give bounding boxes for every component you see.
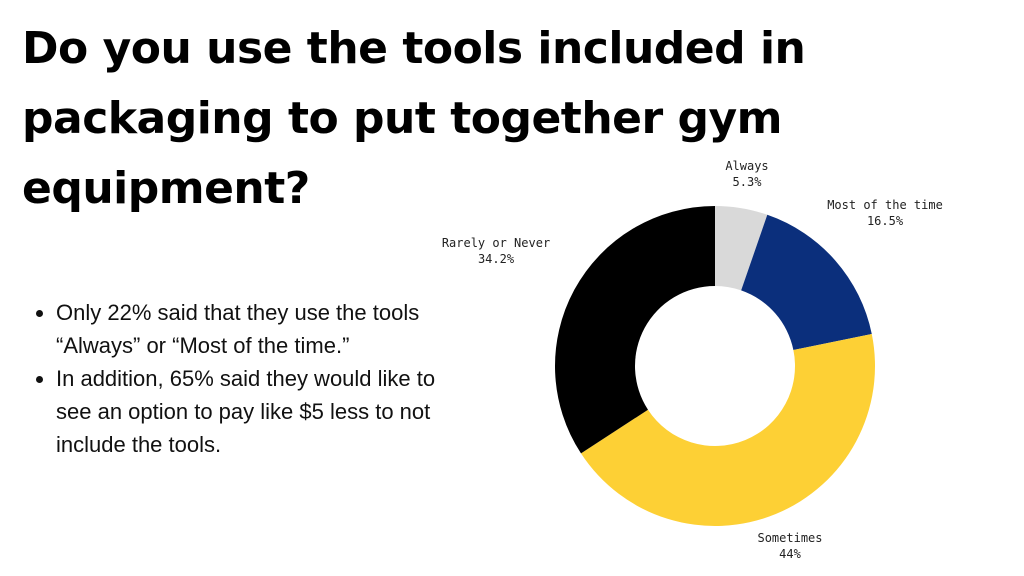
slice-value: 44% [779,547,801,561]
bullet-list: Only 22% said that they use the tools “A… [30,296,466,461]
slice-value: 16.5% [867,214,904,228]
slice-label: Always [725,159,768,173]
slice-label: Sometimes [757,531,822,545]
donut-slice [715,206,768,291]
donut-slice [554,206,715,454]
slide-title: Do you use the tools included in packagi… [22,23,806,214]
slice-label: Rarely or Never [442,236,550,250]
slice-value: 34.2% [478,252,515,266]
slice-label: Most of the time [827,198,943,212]
slice-value: 5.3% [733,175,763,189]
donut-slice [580,334,875,527]
bullet: Only 22% said that they use the tools “A… [56,296,466,362]
donut-slice [741,214,872,351]
bullet: In addition, 65% said they would like to… [56,362,466,461]
